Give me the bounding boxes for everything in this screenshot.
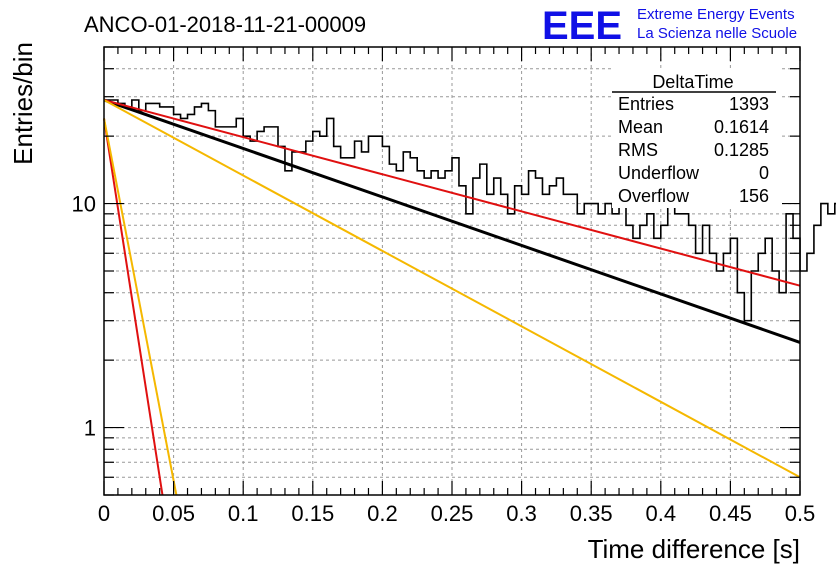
eee-logo-line1: Extreme Energy Events — [637, 6, 795, 23]
stats-value: 0.1614 — [714, 117, 769, 137]
stats-label: Overflow — [618, 186, 690, 206]
x-tick-label: 0.5 — [785, 501, 816, 526]
eee-logo-mark: EEE — [542, 4, 622, 48]
stats-label: Mean — [618, 117, 663, 137]
fit-line — [103, 118, 178, 496]
grid-lines — [104, 47, 800, 495]
stats-label: RMS — [618, 140, 658, 160]
x-tick-label: 0.3 — [506, 501, 537, 526]
stats-value: 0 — [759, 163, 769, 183]
x-tick-label: 0 — [98, 501, 110, 526]
stats-value: 1393 — [729, 94, 769, 114]
stats-value: 0.1285 — [714, 140, 769, 160]
fit-line — [103, 118, 164, 496]
fit-line — [103, 99, 801, 287]
y-tick-label: 1 — [84, 416, 96, 441]
y-axis-label: Entries/bin — [8, 42, 38, 165]
x-tick-label: 0.15 — [291, 501, 334, 526]
stats-value: 156 — [739, 186, 769, 206]
histogram-outline — [104, 99, 836, 322]
x-tick-label: 0.25 — [431, 501, 474, 526]
fit-line — [103, 98, 801, 344]
x-tick-label: 0.4 — [646, 501, 677, 526]
eee-logo: EEE Extreme Energy Events La Scienza nel… — [542, 4, 797, 48]
stats-rows: Entries 1393 Mean 0.1614 RMS 0.1285 Underflow 0… — [618, 94, 769, 206]
y-tick-labels: 1 10 — [72, 192, 96, 441]
x-tick-label: 0.2 — [367, 501, 398, 526]
axis-ticks — [103, 46, 801, 496]
stats-title: DeltaTime — [652, 72, 733, 92]
x-tick-label: 0.05 — [152, 501, 195, 526]
y-tick-label: 10 — [72, 192, 96, 217]
x-tick-label: 0.1 — [228, 501, 259, 526]
stats-label: Entries — [618, 94, 674, 114]
x-tick-label: 0.35 — [570, 501, 613, 526]
x-axis-label: Time difference [s] — [588, 534, 800, 564]
chart-title: ANCO-01-2018-11-21-00009 — [84, 12, 366, 37]
eee-logo-line2: La Scienza nelle Scuole — [637, 25, 797, 42]
fit-line — [103, 99, 801, 479]
stats-label: Underflow — [618, 163, 700, 183]
stats-box: DeltaTime Entries 1393 Mean 0.1614 RMS 0.1285… — [612, 68, 782, 208]
x-tick-label: 0.45 — [709, 501, 752, 526]
histogram-bars — [104, 99, 836, 322]
x-tick-labels: 0 0.05 0.1 0.15 0.2 0.25 0.3 0.35 0.4 0.45 0.5 — [98, 501, 815, 526]
fit-lines — [103, 98, 801, 496]
